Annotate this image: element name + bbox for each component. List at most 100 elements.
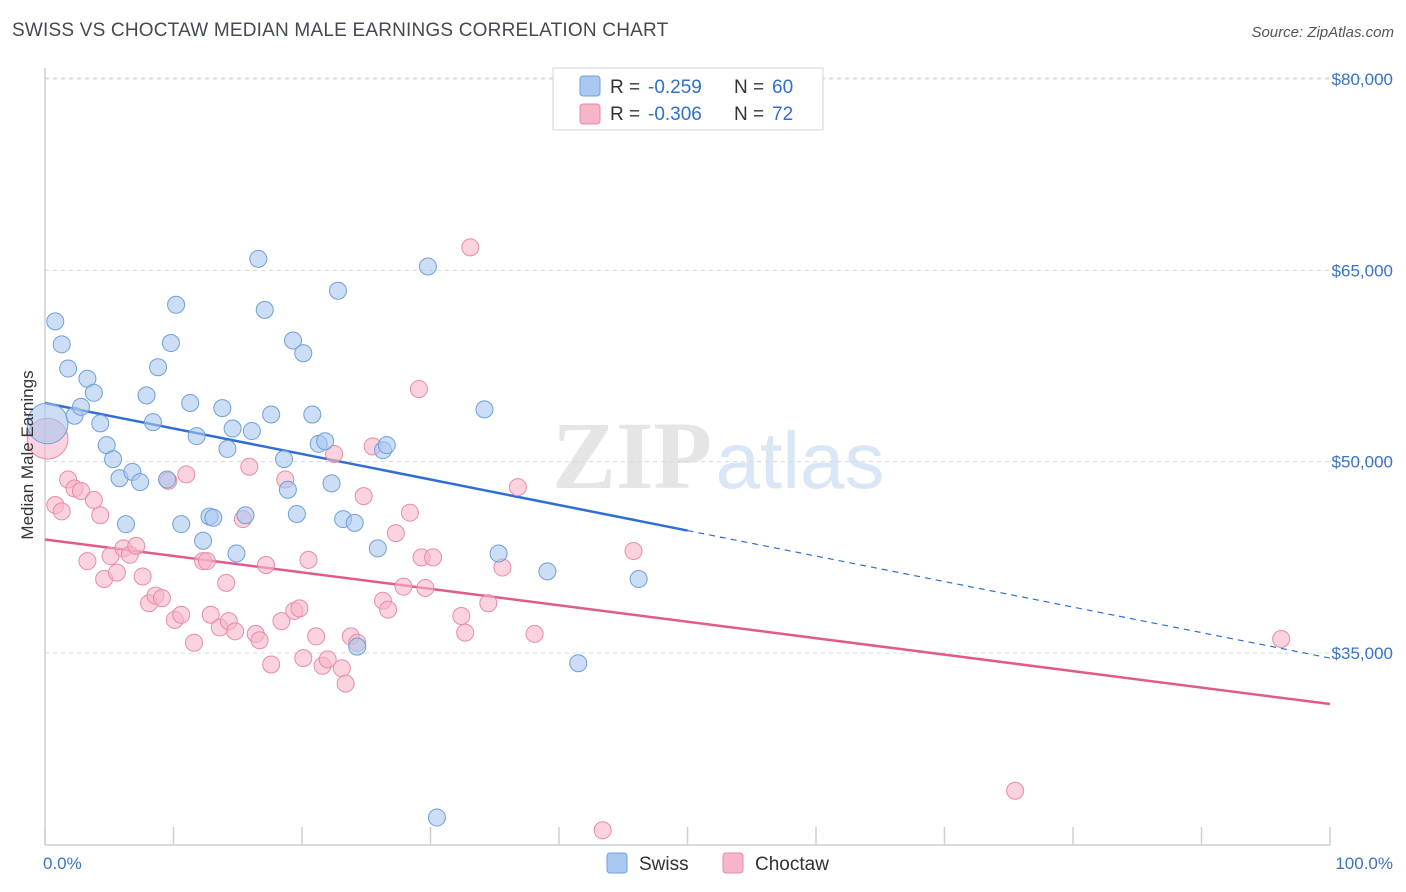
bottom-legend-swatch-choctaw <box>722 852 744 874</box>
point-swiss <box>71 397 90 416</box>
legend-swatch-swiss <box>579 75 601 97</box>
point-swiss <box>284 331 303 350</box>
point-swiss <box>278 480 297 499</box>
x-tick-label: 100.0% <box>1335 854 1393 873</box>
point-choctaw <box>336 674 355 693</box>
legend-n-value: 60 <box>772 77 793 98</box>
point-choctaw <box>332 659 351 678</box>
legend-swatch-choctaw <box>579 103 601 125</box>
bottom-legend-choctaw: Choctaw <box>755 854 829 875</box>
trend-line-choctaw <box>44 538 1331 706</box>
point-choctaw <box>508 478 527 497</box>
point-swiss <box>489 544 508 563</box>
point-choctaw <box>78 552 97 571</box>
point-swiss <box>131 473 150 492</box>
point-swiss <box>167 295 186 314</box>
point-choctaw <box>479 594 498 613</box>
point-swiss <box>427 808 446 827</box>
point-swiss <box>294 344 313 363</box>
point-choctaw <box>262 655 281 674</box>
point-choctaw <box>354 487 373 506</box>
point-choctaw <box>318 650 337 669</box>
point-swiss <box>377 436 396 455</box>
point-choctaw <box>172 605 191 624</box>
legend-r-value: -0.259 <box>648 77 702 98</box>
data-points <box>26 101 1291 840</box>
point-swiss <box>194 531 213 550</box>
point-swiss <box>227 544 246 563</box>
point-choctaw <box>452 607 471 626</box>
x-tick-label: 0.0% <box>43 854 82 873</box>
point-swiss <box>59 359 78 378</box>
trend-line-swiss-extension <box>687 529 1331 659</box>
point-swiss <box>161 334 180 353</box>
point-choctaw <box>1006 781 1025 800</box>
point-choctaw <box>272 612 291 631</box>
point-swiss <box>287 504 306 523</box>
point-swiss <box>46 312 65 331</box>
point-swiss <box>368 539 387 558</box>
point-swiss <box>149 358 168 377</box>
point-swiss <box>255 300 274 319</box>
point-swiss <box>172 515 191 534</box>
point-swiss <box>181 393 200 412</box>
point-choctaw <box>394 577 413 596</box>
bottom-legend-swiss: Swiss <box>639 854 689 875</box>
point-choctaw <box>400 503 419 522</box>
legend-r-value: -0.306 <box>648 104 702 125</box>
point-swiss <box>204 508 223 527</box>
y-tick-label: $80,000 <box>1332 70 1393 89</box>
y-tick-label: $35,000 <box>1332 644 1393 663</box>
point-choctaw <box>325 445 344 464</box>
point-choctaw <box>307 627 326 646</box>
point-swiss <box>223 419 242 438</box>
point-swiss <box>569 654 588 673</box>
point-choctaw <box>290 599 309 618</box>
point-choctaw <box>250 631 269 650</box>
point-choctaw <box>201 605 220 624</box>
point-swiss <box>137 386 156 405</box>
point-swiss <box>143 413 162 432</box>
x-tick-labels: 0.0% 100.0% <box>43 854 1393 873</box>
point-swiss <box>213 399 232 418</box>
point-swiss <box>218 439 237 458</box>
point-swiss <box>187 427 206 446</box>
point-swiss <box>91 414 110 433</box>
point-choctaw <box>177 465 196 484</box>
legend-r-label: R = <box>610 77 640 98</box>
point-choctaw <box>379 600 398 619</box>
chart-title: SWISS VS CHOCTAW MEDIAN MALE EARNINGS CO… <box>12 20 669 41</box>
point-choctaw <box>299 550 318 569</box>
point-choctaw <box>1272 629 1291 648</box>
legend-n-value: 72 <box>772 104 793 125</box>
point-choctaw <box>386 524 405 543</box>
point-swiss <box>84 383 103 402</box>
point-swiss <box>242 422 261 441</box>
watermark-zip: ZIP <box>552 402 712 509</box>
legend-n-label: N = <box>734 77 764 98</box>
point-swiss <box>26 402 69 445</box>
point-choctaw <box>240 457 259 476</box>
bottom-legend: Swiss Choctaw <box>606 852 829 875</box>
legend-n-label: N = <box>734 104 764 125</box>
point-swiss <box>116 515 135 534</box>
point-choctaw <box>152 589 171 608</box>
point-choctaw <box>416 578 435 597</box>
point-swiss <box>316 432 335 451</box>
point-swiss <box>52 335 71 354</box>
y-tick-label: $50,000 <box>1332 453 1393 472</box>
point-swiss <box>418 257 437 276</box>
point-swiss <box>475 400 494 419</box>
point-swiss <box>275 450 294 469</box>
y-tick-labels: $35,000 $50,000 $65,000 $80,000 <box>1332 70 1393 663</box>
point-swiss <box>345 513 364 532</box>
point-swiss <box>328 281 347 300</box>
y-tick-label: $65,000 <box>1332 261 1393 280</box>
point-choctaw <box>197 552 216 571</box>
point-swiss <box>249 249 268 268</box>
legend-r-label: R = <box>610 104 640 125</box>
point-swiss <box>348 637 367 656</box>
point-choctaw <box>456 623 475 642</box>
point-swiss <box>104 450 123 469</box>
